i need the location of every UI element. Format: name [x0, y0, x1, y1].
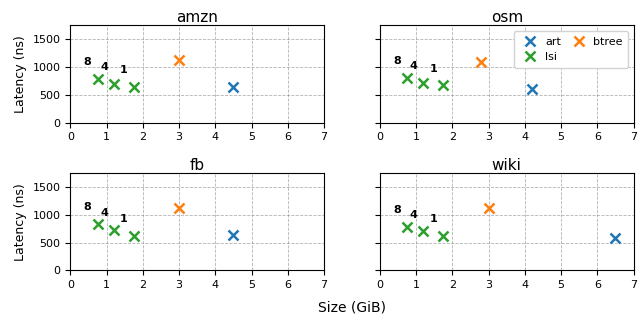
Text: 8: 8: [84, 58, 92, 67]
Text: 4: 4: [410, 61, 417, 71]
Y-axis label: Latency (ns): Latency (ns): [14, 183, 27, 260]
Title: wiki: wiki: [492, 158, 522, 173]
Text: Size (GiB): Size (GiB): [318, 301, 386, 315]
Text: 4: 4: [410, 210, 417, 219]
Text: 8: 8: [393, 205, 401, 215]
Text: 8: 8: [84, 202, 92, 212]
Text: 4: 4: [100, 62, 108, 73]
Legend: art, lsi, btree: art, lsi, btree: [514, 31, 628, 68]
Text: 8: 8: [393, 56, 401, 66]
Text: 1: 1: [429, 214, 437, 224]
Title: amzn: amzn: [176, 10, 218, 25]
Y-axis label: Latency (ns): Latency (ns): [14, 35, 27, 113]
Text: 4: 4: [100, 208, 108, 218]
Text: 1: 1: [429, 64, 437, 73]
Title: osm: osm: [491, 10, 523, 25]
Text: 1: 1: [120, 65, 128, 75]
Text: 1: 1: [120, 214, 128, 224]
Title: fb: fb: [189, 158, 205, 173]
